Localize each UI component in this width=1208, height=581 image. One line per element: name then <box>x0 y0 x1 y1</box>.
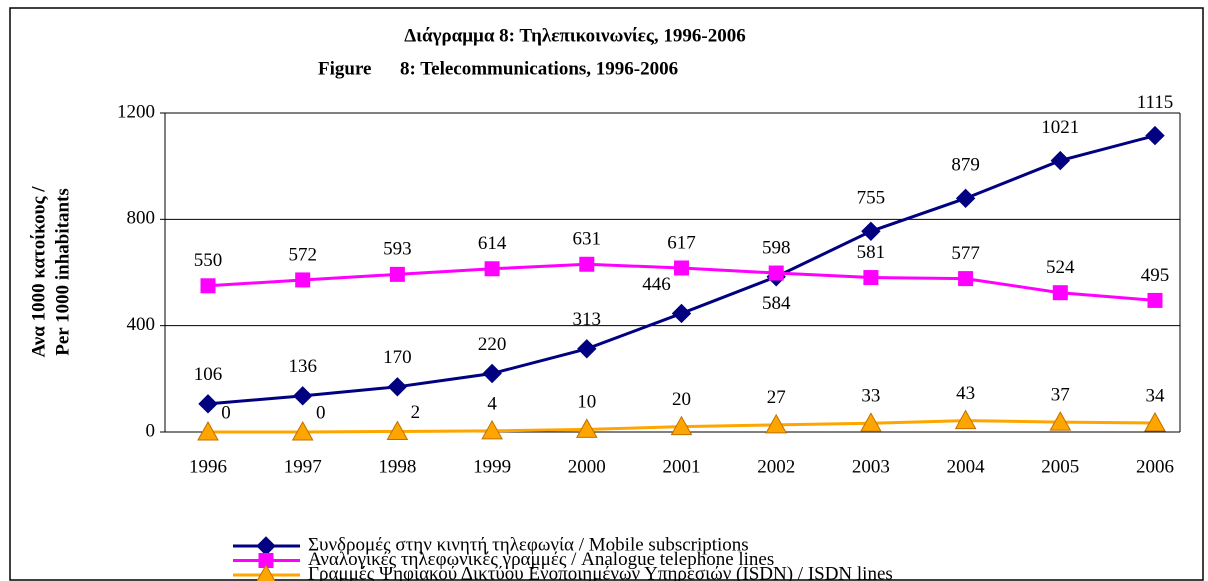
data-label: 33 <box>861 386 880 407</box>
data-point <box>295 272 311 288</box>
x-tick-label: 1997 <box>284 456 322 477</box>
data-label: 755 <box>857 188 886 209</box>
x-tick-label: 1996 <box>189 456 227 477</box>
data-point <box>389 266 405 282</box>
x-tick-label: 1998 <box>378 456 416 477</box>
data-label: 0 <box>316 402 326 423</box>
data-point <box>1052 285 1068 301</box>
x-tick-label: 2000 <box>568 456 606 477</box>
data-point <box>860 412 882 432</box>
data-label: 550 <box>194 250 223 271</box>
data-point <box>575 418 598 438</box>
x-tick-label: 2005 <box>1041 456 1079 477</box>
data-label: 577 <box>951 243 980 264</box>
data-label: 4 <box>487 393 497 414</box>
data-label: 584 <box>762 293 791 314</box>
data-label: 220 <box>478 334 507 355</box>
x-tick-label: 2003 <box>852 456 890 477</box>
legend-label: Συνδρομές στην κινητή τηλεφωνία / Mobile… <box>308 534 749 555</box>
data-label: 34 <box>1146 385 1166 406</box>
data-point <box>765 413 788 434</box>
data-point <box>863 270 879 286</box>
x-tick-label: 2002 <box>757 456 795 477</box>
data-label: 581 <box>857 242 886 263</box>
data-label: 136 <box>288 356 317 377</box>
y-tick-label: 0 <box>146 420 156 441</box>
y-tick-label: 800 <box>127 208 156 229</box>
data-point <box>768 265 784 281</box>
data-point <box>577 339 597 359</box>
data-point <box>955 188 976 209</box>
data-label: 593 <box>383 239 412 260</box>
y-tick-label: 1200 <box>117 101 155 122</box>
chart-title: Διάγραμμα 8: Τηλεπικοινωνίες, 1996-2006 <box>404 25 746 46</box>
data-point <box>670 415 693 436</box>
data-label: 1021 <box>1041 117 1079 138</box>
data-label: 598 <box>762 237 791 258</box>
data-point <box>198 394 218 414</box>
data-label: 20 <box>672 389 691 410</box>
data-label: 572 <box>288 244 317 265</box>
chart-frame <box>9 7 1204 581</box>
data-label: 170 <box>383 347 412 368</box>
data-label: 1115 <box>1137 92 1174 113</box>
legend-marker <box>256 563 276 581</box>
chart-subtitle: Figure 8: Telecommunications, 1996-2006 <box>318 58 678 79</box>
data-label: 10 <box>577 392 596 413</box>
data-point <box>387 377 408 397</box>
data-point <box>671 303 692 324</box>
data-point <box>482 363 502 384</box>
data-point <box>1144 411 1166 432</box>
data-label: 37 <box>1051 385 1070 406</box>
data-point <box>1147 292 1163 308</box>
data-label: 43 <box>956 383 975 404</box>
data-label: 0 <box>221 402 231 423</box>
data-label: 495 <box>1141 265 1170 286</box>
data-label: 524 <box>1046 257 1075 278</box>
data-point <box>200 278 216 294</box>
data-point <box>954 409 977 430</box>
data-label: 27 <box>767 387 786 408</box>
y-axis-label: Ανα 1000 κατοίκους / <box>28 186 49 358</box>
y-axis-label: Per 1000 inhabitants <box>52 188 73 356</box>
x-tick-label: 2004 <box>947 456 986 477</box>
legend-label: Αναλογικές τηλεφωνικές γραμμές / Analogu… <box>308 549 774 570</box>
data-label: 106 <box>194 364 223 385</box>
data-point <box>579 256 595 272</box>
data-label: 631 <box>573 229 602 250</box>
data-point <box>1049 411 1072 431</box>
data-label: 2 <box>411 402 421 423</box>
data-label: 879 <box>951 155 980 176</box>
legend-label: Γραμμές Ψηφιακού Δικτύου Ενοποιημένων Υπ… <box>308 563 893 581</box>
data-point <box>674 260 689 276</box>
x-tick-label: 2006 <box>1136 456 1174 477</box>
data-point <box>958 271 974 287</box>
data-point <box>861 221 881 242</box>
data-point <box>291 420 314 441</box>
data-point <box>292 386 313 406</box>
data-label: 446 <box>642 274 671 295</box>
data-point <box>197 420 219 441</box>
data-label: 617 <box>667 232 696 253</box>
data-point <box>481 419 503 440</box>
x-tick-label: 1999 <box>473 456 511 477</box>
data-point <box>484 261 500 277</box>
data-point <box>1050 150 1071 171</box>
data-label: 313 <box>573 309 602 330</box>
x-tick-label: 2001 <box>663 456 701 477</box>
y-tick-label: 400 <box>127 314 156 335</box>
data-point <box>1145 125 1165 146</box>
data-label: 614 <box>478 233 507 254</box>
data-point <box>386 420 409 440</box>
